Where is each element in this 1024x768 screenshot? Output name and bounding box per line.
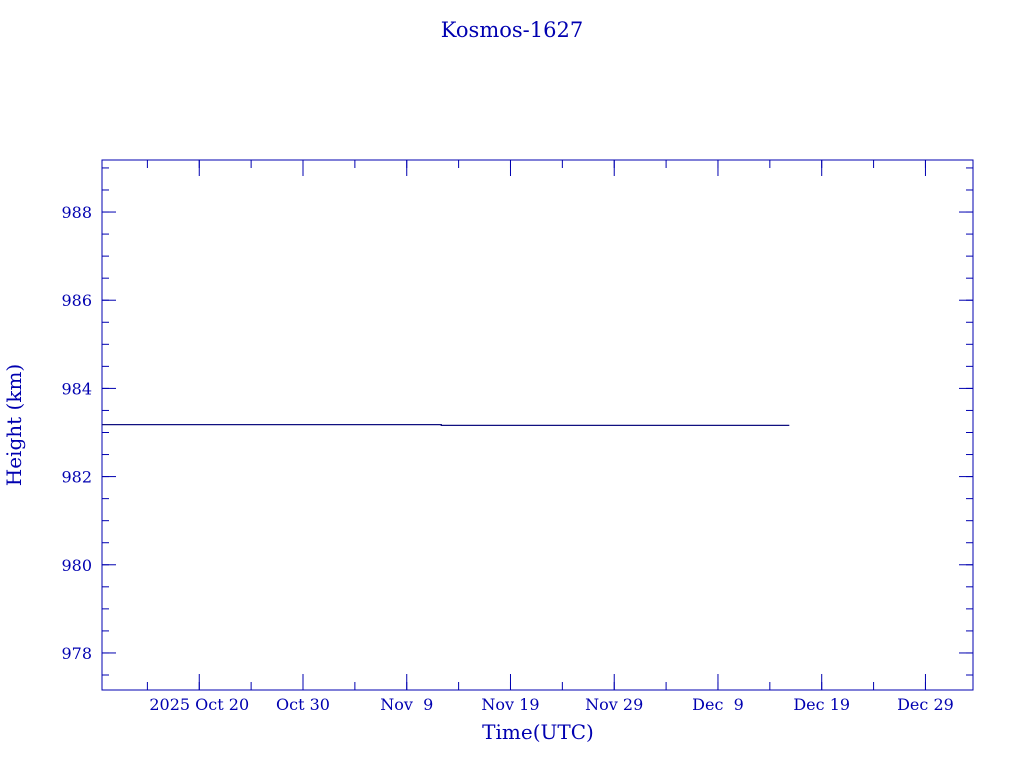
x-tick-label: Dec 19 (793, 695, 850, 714)
x-tick-label: Dec 9 (692, 695, 744, 714)
x-tick-label: Nov 9 (380, 695, 433, 714)
height-series-line (102, 423, 790, 427)
x-tick-label: Nov 29 (585, 695, 643, 714)
x-axis-label: Time(UTC) (482, 720, 594, 744)
y-tick-label: 980 (61, 556, 92, 575)
x-tick-label: Oct 30 (276, 695, 330, 714)
x-tick-label: Dec 29 (897, 695, 954, 714)
chart-title: Kosmos-1627 (441, 18, 583, 42)
y-tick-label: 978 (61, 644, 92, 663)
y-tick-label: 988 (61, 203, 92, 222)
y-axis-label: Height (km) (2, 364, 26, 486)
y-tick-label: 982 (61, 468, 92, 487)
y-tick-label: 984 (61, 379, 92, 398)
x-tick-label: Nov 19 (481, 695, 539, 714)
x-tick-label: 2025 Oct 20 (149, 695, 249, 714)
y-tick-label: 986 (61, 291, 92, 310)
